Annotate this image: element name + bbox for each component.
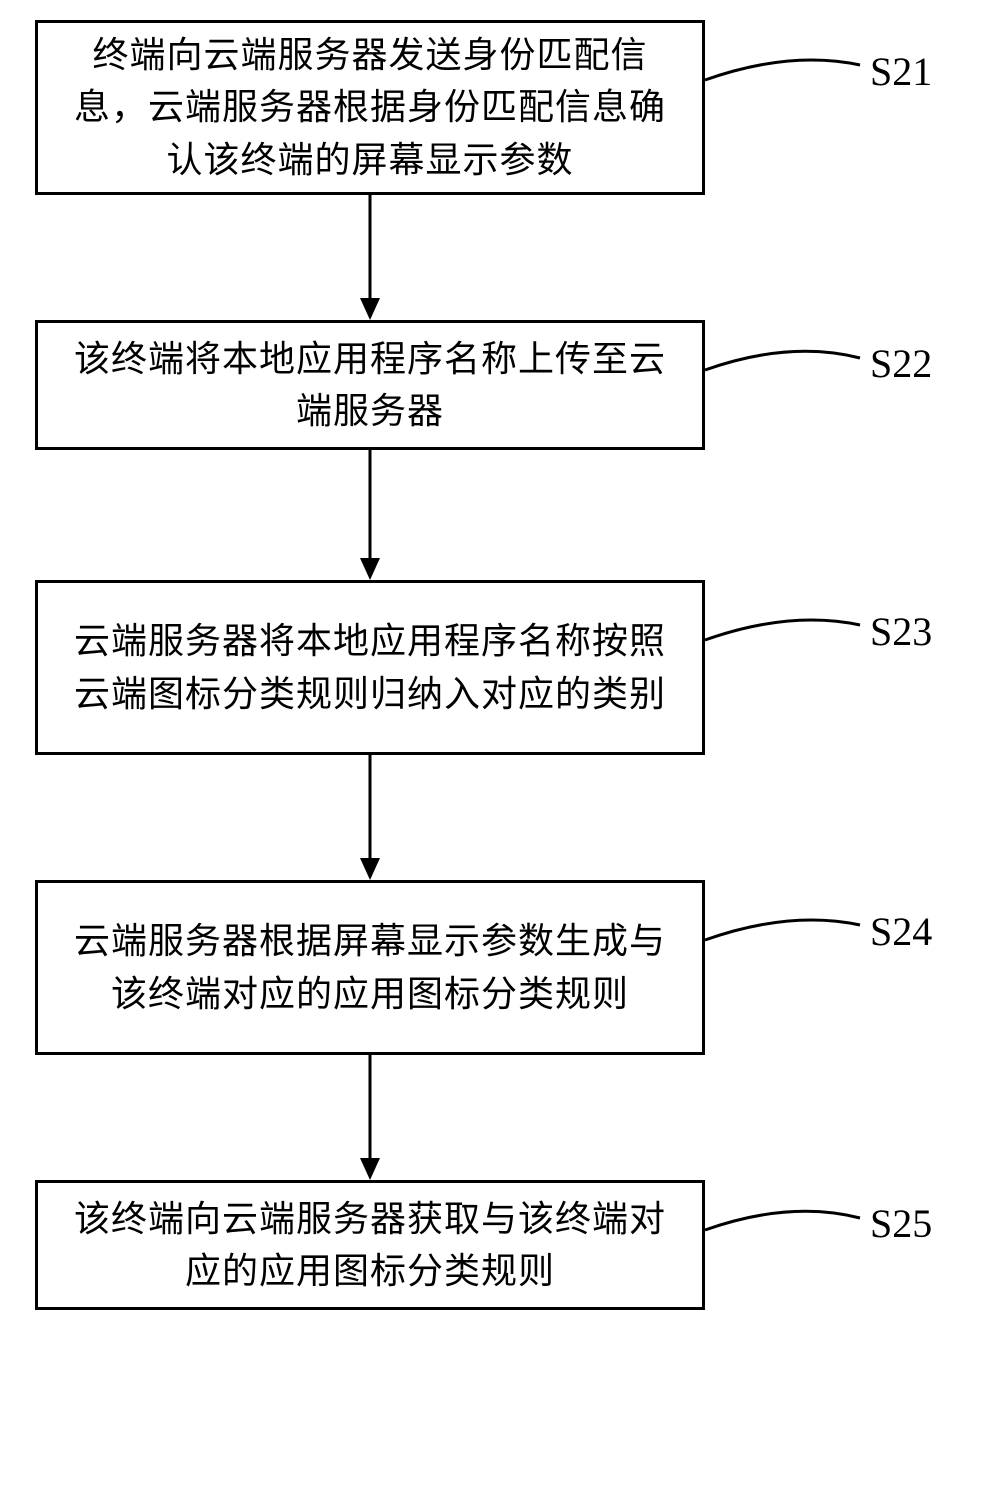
arrow-s22-s23 bbox=[350, 450, 390, 580]
flowchart-node-s23: 云端服务器将本地应用程序名称按照云端图标分类规则归纳入对应的类别 bbox=[35, 580, 705, 755]
arrow-s23-s24 bbox=[350, 755, 390, 880]
step-label-s23: S23 bbox=[870, 608, 932, 655]
node-text: 云端服务器将本地应用程序名称按照云端图标分类规则归纳入对应的类别 bbox=[58, 615, 682, 719]
node-text: 该终端向云端服务器获取与该终端对应的应用图标分类规则 bbox=[58, 1193, 682, 1297]
node-text: 该终端将本地应用程序名称上传至云端服务器 bbox=[58, 333, 682, 437]
step-label-s25: S25 bbox=[870, 1200, 932, 1247]
flowchart-container: 终端向云端服务器发送身份匹配信息，云端服务器根据身份匹配信息确认该终端的屏幕显示… bbox=[0, 0, 1003, 1508]
arrow-s24-s25 bbox=[350, 1055, 390, 1180]
arrow-s21-s22 bbox=[350, 195, 390, 320]
flowchart-node-s24: 云端服务器根据屏幕显示参数生成与该终端对应的应用图标分类规则 bbox=[35, 880, 705, 1055]
flowchart-node-s21: 终端向云端服务器发送身份匹配信息，云端服务器根据身份匹配信息确认该终端的屏幕显示… bbox=[35, 20, 705, 195]
flowchart-node-s25: 该终端向云端服务器获取与该终端对应的应用图标分类规则 bbox=[35, 1180, 705, 1310]
step-label-s22: S22 bbox=[870, 340, 932, 387]
flowchart-node-s22: 该终端将本地应用程序名称上传至云端服务器 bbox=[35, 320, 705, 450]
step-label-s21: S21 bbox=[870, 48, 932, 95]
step-label-s24: S24 bbox=[870, 908, 932, 955]
node-text: 终端向云端服务器发送身份匹配信息，云端服务器根据身份匹配信息确认该终端的屏幕显示… bbox=[58, 29, 682, 186]
node-text: 云端服务器根据屏幕显示参数生成与该终端对应的应用图标分类规则 bbox=[58, 915, 682, 1019]
